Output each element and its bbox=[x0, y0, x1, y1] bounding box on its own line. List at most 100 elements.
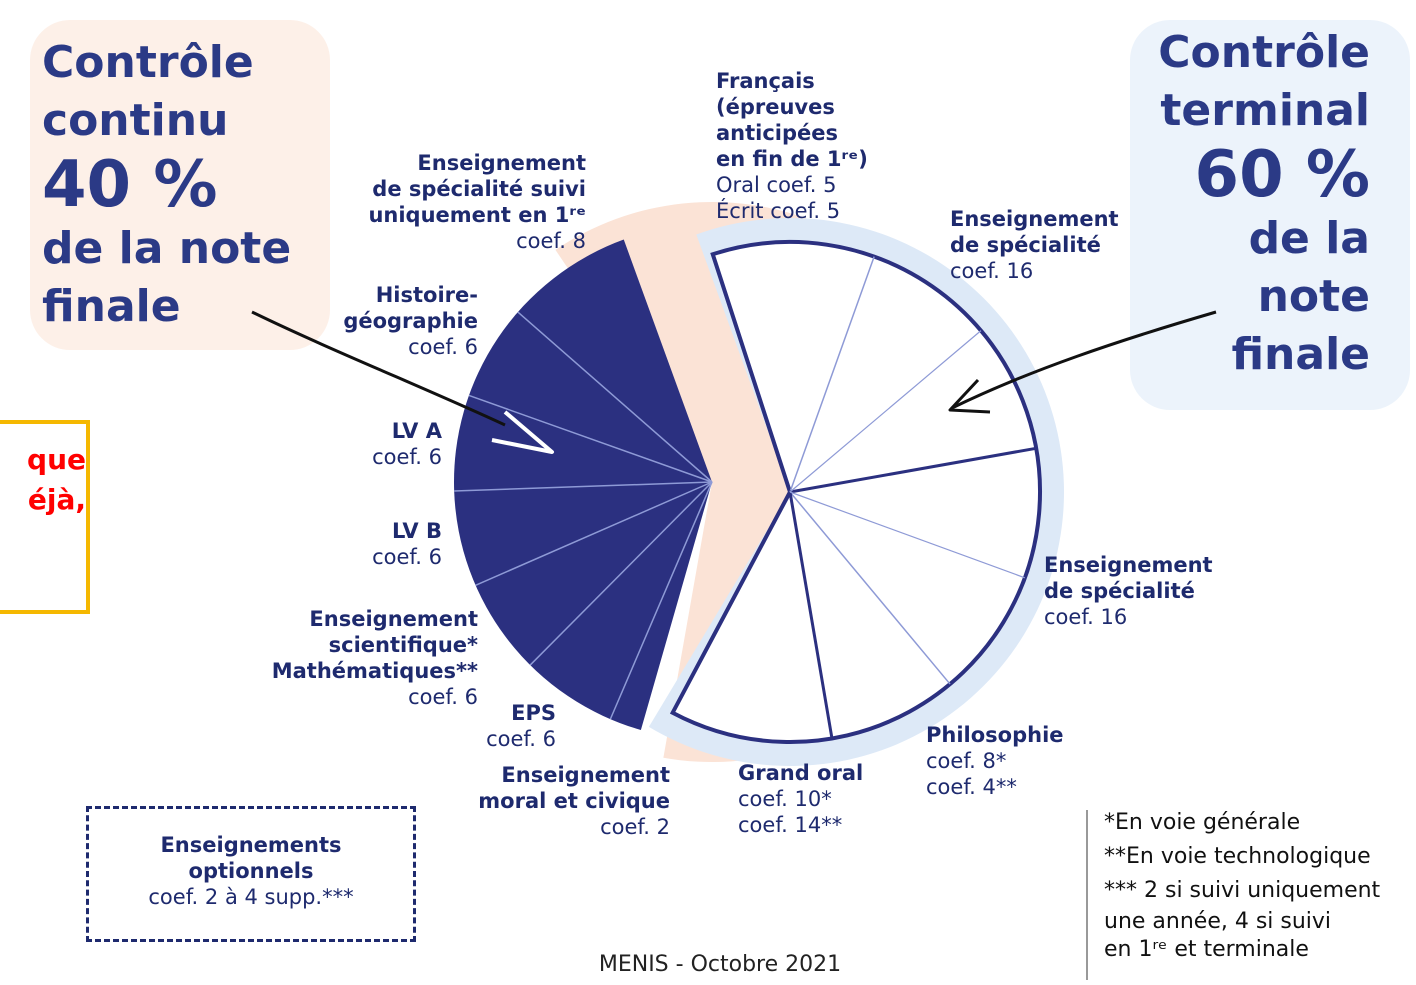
right-heading-percent: 60 % bbox=[1194, 138, 1370, 212]
label-specialite-b: Enseignement de spécialité coef. 16 bbox=[1044, 552, 1244, 630]
footnote-divider bbox=[1086, 810, 1088, 980]
optional-courses-box bbox=[86, 806, 416, 942]
label-francais-title3: anticipées bbox=[716, 121, 839, 145]
terminal-subdivider bbox=[789, 491, 1026, 579]
label-lva-title: LV A bbox=[391, 419, 442, 443]
label-specialite-a-title1: Enseignement bbox=[950, 207, 1119, 231]
footnote-3b: une année, 4 si suivi bbox=[1104, 909, 1332, 934]
footnote-2: **En voie technologique bbox=[1104, 844, 1371, 869]
label-ens-scientifique-title2: scientifique* bbox=[328, 633, 478, 657]
terminal-area bbox=[669, 240, 1042, 744]
continu-area bbox=[454, 239, 712, 731]
terminal-divider bbox=[789, 491, 951, 685]
label-specialite-1re: Enseignement de spécialité suivi uniquem… bbox=[326, 150, 586, 254]
left-heading-line1: Contrôle bbox=[42, 37, 254, 88]
label-philosophie-title: Philosophie bbox=[926, 723, 1064, 747]
right-heading-line2: terminal bbox=[1160, 85, 1370, 136]
label-emc-title2: moral et civique bbox=[478, 789, 670, 813]
label-lva-coef: coef. 6 bbox=[372, 445, 442, 469]
terminal-divider bbox=[789, 446, 1037, 494]
continu-divider bbox=[454, 481, 713, 492]
optional-coef: coef. 2 à 4 supp.*** bbox=[148, 885, 354, 909]
left-arrow-head bbox=[491, 410, 554, 454]
label-francais-coef1: Oral coef. 5 bbox=[716, 173, 837, 197]
terminal-subdivider bbox=[789, 330, 982, 493]
optional-courses-text: Enseignements optionnels coef. 2 à 4 sup… bbox=[86, 832, 416, 910]
footnote-3a: *** 2 si suivi uniquement bbox=[1104, 878, 1381, 903]
right-heading-halo bbox=[1130, 20, 1410, 410]
label-philosophie-coef1: coef. 8* bbox=[926, 749, 1007, 773]
right-heading-line5: finale bbox=[1231, 329, 1370, 380]
label-specialite-b-title1: Enseignement bbox=[1044, 553, 1213, 577]
optional-title1: Enseignements bbox=[160, 833, 342, 857]
label-ens-scientifique: Enseignement scientifique* Mathématiques… bbox=[238, 606, 478, 710]
controle-terminal-wedge bbox=[669, 240, 1042, 744]
label-ens-scientifique-title3: Mathématiques** bbox=[271, 659, 478, 683]
label-philosophie-coef2: coef. 4** bbox=[926, 775, 1017, 799]
label-ens-scientifique-title1: Enseignement bbox=[309, 607, 478, 631]
label-grand-oral-coef2: coef. 14** bbox=[738, 813, 843, 837]
label-ens-scientifique-coef: coef. 6 bbox=[408, 685, 478, 709]
label-emc-title1: Enseignement bbox=[501, 763, 670, 787]
left-heading-percent: 40 % bbox=[42, 148, 218, 222]
label-specialite-a: Enseignement de spécialité coef. 16 bbox=[950, 206, 1150, 284]
controle-continu-wedge bbox=[454, 239, 713, 731]
optional-title2: optionnels bbox=[188, 859, 314, 883]
label-specialite-a-title2: de spécialité bbox=[950, 233, 1101, 257]
overlay-text-line1: que bbox=[27, 443, 86, 476]
right-arrow bbox=[951, 310, 1217, 410]
label-grand-oral-title: Grand oral bbox=[738, 761, 864, 785]
arrows bbox=[251, 310, 1217, 454]
continu-divider bbox=[529, 481, 713, 666]
label-lvb-title: LV B bbox=[391, 519, 442, 543]
continu-divider bbox=[475, 481, 713, 586]
footnote-3c: en 1ʳᵉ et terminale bbox=[1104, 937, 1309, 962]
continu-divider bbox=[468, 394, 713, 483]
terminal-divider bbox=[789, 256, 875, 493]
label-histoire-geo-title2: géographie bbox=[343, 309, 478, 333]
right-heading-line1: Contrôle bbox=[1158, 27, 1370, 78]
label-francais-coef2: Écrit coef. 5 bbox=[716, 199, 841, 223]
left-heading-line4: finale bbox=[42, 281, 181, 332]
label-grand-oral-coef1: coef. 10* bbox=[738, 787, 832, 811]
label-francais-title2: (épreuves bbox=[716, 95, 835, 119]
left-heading: Contrôle continu 40 % de la note finale bbox=[42, 34, 291, 336]
label-histoire-geo: Histoire- géographie coef. 6 bbox=[278, 282, 478, 360]
overlay-text-line2: éjà, bbox=[27, 483, 86, 516]
continu-divider bbox=[517, 311, 713, 483]
right-heading: Contrôle terminal 60 % de la note finale bbox=[1158, 24, 1370, 384]
label-lvb-coef: coef. 6 bbox=[372, 545, 442, 569]
label-histoire-geo-coef: coef. 6 bbox=[408, 335, 478, 359]
label-francais-title4: en fin de 1ʳᵉ) bbox=[716, 147, 868, 171]
left-heading-line2: continu bbox=[42, 95, 229, 146]
label-francais: Français (épreuves anticipées en fin de … bbox=[716, 68, 916, 224]
label-emc-coef: coef. 2 bbox=[600, 815, 670, 839]
left-heading-halo bbox=[30, 20, 330, 350]
label-specialite-b-coef: coef. 16 bbox=[1044, 605, 1128, 629]
label-specialite-1re-title3: uniquement en 1ʳᵉ bbox=[368, 203, 586, 227]
source-credit: MENIS - Octobre 2021 bbox=[598, 952, 842, 977]
label-specialite-1re-coef: coef. 8 bbox=[516, 229, 586, 253]
footnotes: *En voie générale **En voie technologiqu… bbox=[1104, 806, 1416, 964]
right-heading-line4: note bbox=[1257, 271, 1370, 322]
right-heading-line3: de la bbox=[1248, 213, 1370, 264]
right-arrow-head bbox=[948, 378, 991, 414]
label-specialite-1re-title1: Enseignement bbox=[417, 151, 586, 175]
label-eps: EPS coef. 6 bbox=[456, 700, 556, 752]
label-specialite-b-title2: de spécialité bbox=[1044, 579, 1195, 603]
label-specialite-1re-title2: de spécialité suivi bbox=[372, 177, 586, 201]
label-histoire-geo-title1: Histoire- bbox=[375, 283, 478, 307]
label-lva: LV A coef. 6 bbox=[292, 418, 442, 470]
label-emc: Enseignement moral et civique coef. 2 bbox=[430, 762, 670, 840]
overlay-text: que éjà, bbox=[0, 440, 86, 520]
label-eps-title: EPS bbox=[511, 701, 556, 725]
continu-divider bbox=[609, 481, 713, 720]
terminal-divider bbox=[788, 491, 834, 739]
left-heading-line3: de la note bbox=[42, 223, 292, 274]
footnote-1: *En voie générale bbox=[1104, 810, 1301, 835]
label-lvb: LV B coef. 6 bbox=[292, 518, 442, 570]
label-eps-coef: coef. 6 bbox=[486, 727, 556, 751]
overlay-box bbox=[0, 420, 90, 614]
label-philosophie: Philosophie coef. 8* coef. 4** bbox=[926, 722, 1086, 800]
